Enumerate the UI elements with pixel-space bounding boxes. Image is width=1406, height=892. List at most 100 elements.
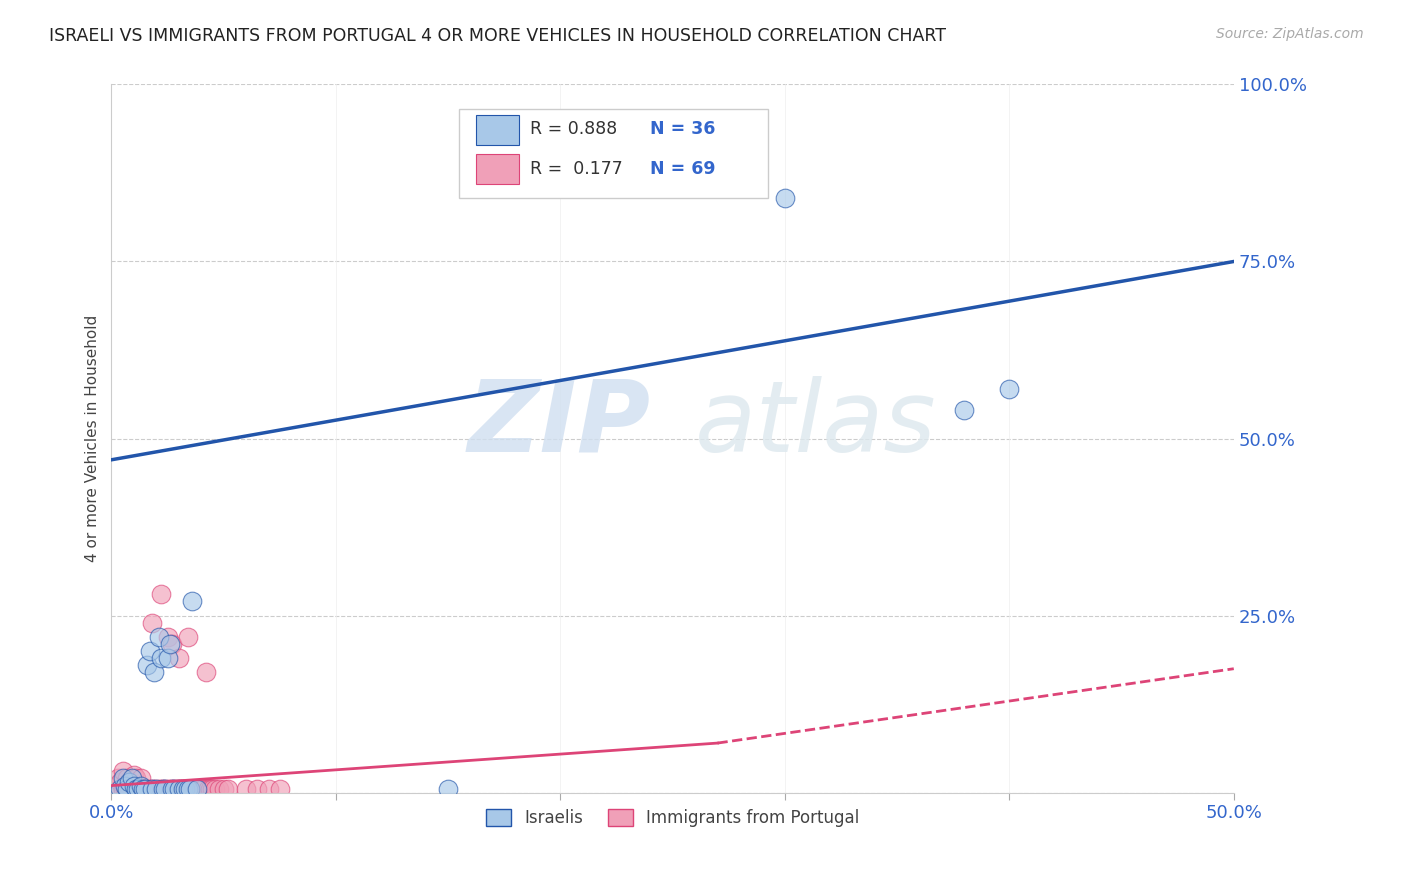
- Text: R = 0.888: R = 0.888: [530, 120, 617, 138]
- Point: [114, 782, 136, 797]
- Point: [129, 779, 152, 793]
- Point: [110, 782, 132, 797]
- Point: [198, 782, 221, 797]
- Point: [170, 782, 193, 797]
- Point: [437, 782, 460, 797]
- Point: [115, 782, 138, 797]
- Point: [104, 779, 127, 793]
- Point: [155, 782, 177, 797]
- Point: [269, 782, 291, 797]
- Point: [204, 782, 226, 797]
- Point: [111, 782, 134, 797]
- Point: [107, 782, 129, 797]
- Point: [121, 775, 143, 789]
- Point: [177, 782, 200, 797]
- Point: [177, 782, 200, 797]
- Point: [167, 782, 190, 797]
- Point: [152, 782, 174, 797]
- Point: [121, 782, 143, 797]
- Text: Source: ZipAtlas.com: Source: ZipAtlas.com: [1216, 27, 1364, 41]
- Point: [181, 594, 204, 608]
- Point: [160, 782, 183, 797]
- Point: [134, 782, 156, 797]
- Point: [217, 782, 239, 797]
- Point: [163, 782, 186, 797]
- Point: [953, 403, 976, 417]
- Point: [136, 782, 159, 797]
- Point: [149, 782, 172, 797]
- FancyBboxPatch shape: [460, 109, 768, 198]
- Point: [167, 782, 190, 797]
- Point: [122, 768, 145, 782]
- Point: [125, 782, 148, 797]
- Point: [134, 782, 156, 797]
- Point: [127, 782, 149, 797]
- Point: [159, 637, 181, 651]
- Point: [145, 782, 167, 797]
- Point: [193, 782, 215, 797]
- Point: [172, 782, 194, 797]
- Point: [111, 764, 134, 779]
- Point: [122, 779, 145, 793]
- Point: [125, 772, 148, 786]
- Point: [114, 779, 136, 793]
- Point: [129, 782, 152, 797]
- Point: [118, 782, 141, 797]
- Point: [181, 782, 204, 797]
- Point: [149, 587, 172, 601]
- Point: [183, 782, 205, 797]
- Point: [179, 782, 201, 797]
- Point: [177, 630, 200, 644]
- Point: [110, 782, 132, 797]
- Point: [118, 779, 141, 793]
- Point: [110, 775, 132, 789]
- Point: [143, 782, 166, 797]
- Point: [122, 782, 145, 797]
- Point: [136, 658, 159, 673]
- Point: [160, 637, 183, 651]
- Point: [156, 782, 179, 797]
- Point: [127, 782, 149, 797]
- Point: [125, 782, 148, 797]
- Text: ZIP: ZIP: [467, 376, 650, 473]
- Point: [156, 630, 179, 644]
- Point: [141, 615, 163, 630]
- Text: R =  0.177: R = 0.177: [530, 160, 623, 178]
- Bar: [477, 115, 519, 145]
- Point: [141, 782, 163, 797]
- Text: N = 69: N = 69: [650, 160, 716, 178]
- Point: [174, 782, 197, 797]
- Text: atlas: atlas: [695, 376, 936, 473]
- Point: [257, 782, 280, 797]
- Text: ISRAELI VS IMMIGRANTS FROM PORTUGAL 4 OR MORE VEHICLES IN HOUSEHOLD CORRELATION : ISRAELI VS IMMIGRANTS FROM PORTUGAL 4 OR…: [49, 27, 946, 45]
- Point: [132, 782, 155, 797]
- Point: [190, 782, 212, 797]
- Point: [998, 382, 1021, 396]
- Point: [107, 772, 129, 786]
- Point: [132, 782, 155, 797]
- Y-axis label: 4 or more Vehicles in Household: 4 or more Vehicles in Household: [86, 315, 100, 562]
- Point: [118, 775, 141, 789]
- Point: [138, 644, 160, 658]
- Point: [201, 782, 224, 797]
- Point: [208, 782, 231, 797]
- Point: [121, 772, 143, 786]
- Point: [148, 630, 170, 644]
- Point: [114, 779, 136, 793]
- Point: [159, 782, 181, 797]
- Point: [115, 772, 138, 786]
- Point: [143, 665, 166, 680]
- Point: [145, 782, 167, 797]
- Point: [138, 782, 160, 797]
- Point: [134, 782, 156, 797]
- Point: [156, 651, 179, 665]
- Text: N = 36: N = 36: [650, 120, 716, 138]
- Point: [188, 782, 211, 797]
- Point: [194, 665, 217, 680]
- Point: [149, 651, 172, 665]
- Point: [163, 782, 186, 797]
- Point: [129, 772, 152, 786]
- Point: [155, 782, 177, 797]
- Point: [115, 782, 138, 797]
- Point: [197, 782, 219, 797]
